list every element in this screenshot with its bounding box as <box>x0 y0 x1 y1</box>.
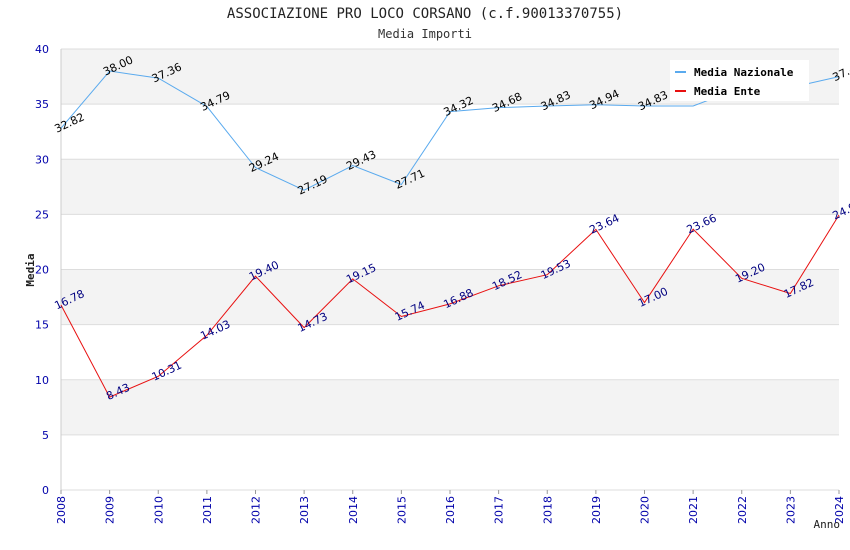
x-tick-label: 2011 <box>201 496 214 524</box>
grid-band <box>61 379 839 435</box>
grid-band <box>61 159 839 215</box>
legend-label: Media Ente <box>694 85 761 98</box>
x-tick-label: 2015 <box>395 496 408 524</box>
y-tick-label: 0 <box>42 484 49 497</box>
legend-box <box>670 60 809 101</box>
x-tick-label: 2008 <box>55 496 68 524</box>
y-tick-label: 25 <box>35 208 49 221</box>
y-tick-label: 15 <box>35 319 49 332</box>
x-tick-label: 2018 <box>541 496 554 524</box>
x-tick-label: 2009 <box>104 496 117 524</box>
y-tick-label: 20 <box>35 264 49 277</box>
legend-label: Media Nazionale <box>694 66 794 79</box>
y-tick-label: 30 <box>35 153 49 166</box>
grid-band <box>61 104 839 160</box>
grid-band <box>61 214 839 270</box>
x-tick-label: 2021 <box>687 496 700 524</box>
x-tick-label: 2022 <box>736 496 749 524</box>
x-tick-label: 2023 <box>784 496 797 524</box>
x-tick-label: 2013 <box>298 496 311 524</box>
x-tick-label: 2016 <box>444 496 457 524</box>
x-tick-label: 2020 <box>639 496 652 524</box>
series-line-media-ente <box>60 214 840 398</box>
grid-band <box>61 269 839 325</box>
chart-title: ASSOCIAZIONE PRO LOCO CORSANO (c.f.90013… <box>226 6 624 22</box>
x-tick-label: 2012 <box>250 496 263 524</box>
grid-band <box>61 434 839 490</box>
x-axis-title: Anno <box>814 518 841 531</box>
y-tick-label: 40 <box>35 43 49 56</box>
y-axis-title: Media <box>24 253 37 286</box>
chart-subtitle: Media Importi <box>378 27 472 41</box>
y-tick-label: 5 <box>42 429 49 442</box>
grid-band <box>61 324 839 380</box>
x-tick-label: 2024 <box>833 496 846 524</box>
x-tick-label: 2017 <box>493 496 506 524</box>
x-tick-label: 2010 <box>152 496 165 524</box>
y-tick-label: 35 <box>35 98 49 111</box>
x-tick-label: 2019 <box>590 496 603 524</box>
x-tick-label: 2014 <box>347 496 360 524</box>
y-tick-label: 10 <box>35 374 49 387</box>
